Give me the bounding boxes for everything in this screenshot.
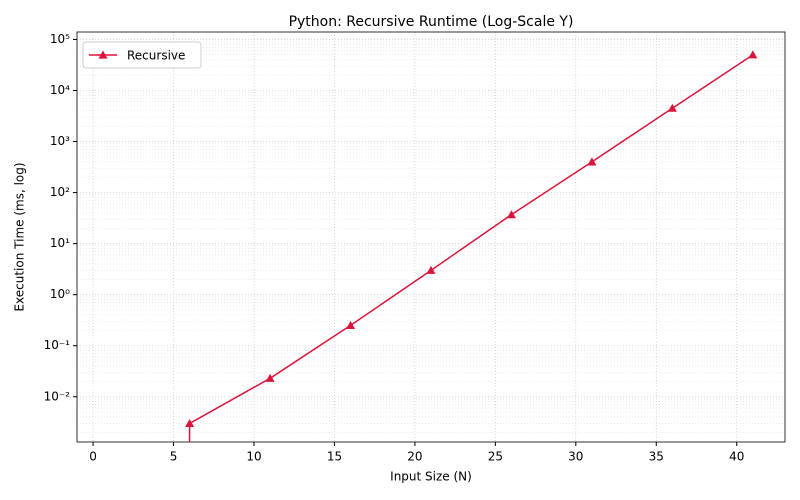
x-tick-label: 25 (488, 450, 503, 464)
y-tick-label: 10⁴ (50, 83, 70, 97)
y-tick-label: 10⁵ (50, 32, 70, 46)
y-tick-label: 10⁰ (50, 287, 70, 301)
x-tick-label: 0 (89, 450, 97, 464)
legend-box (82, 41, 202, 69)
legend-marker (98, 50, 108, 59)
y-tick-label: 10⁻² (44, 389, 71, 403)
plot-frame (76, 31, 786, 443)
marker (667, 103, 677, 112)
x-tick-label: 5 (170, 450, 178, 464)
y-tick-label: 10³ (50, 134, 70, 148)
chart-title: Python: Recursive Runtime (Log-Scale Y) (289, 14, 574, 30)
y-tick-label: 10² (50, 185, 70, 199)
marker (426, 265, 436, 274)
x-axis-label: Input Size (N) (390, 470, 472, 484)
x-tick-label: 10 (246, 450, 261, 464)
y-axis-label: Execution Time (ms, log) (13, 162, 27, 311)
series-line (188, 54, 754, 442)
x-tick-label: 20 (407, 450, 422, 464)
marker (506, 210, 516, 219)
y-tick-label: 10⁻¹ (44, 338, 71, 352)
x-tick-label: 35 (649, 450, 664, 464)
series (185, 50, 758, 442)
x-tick-label: 30 (568, 450, 583, 464)
x-tick-label: 40 (729, 450, 744, 464)
marker (748, 50, 758, 59)
marker (587, 157, 597, 166)
y-tick-label: 10¹ (50, 236, 70, 250)
legend-label: Recursive (127, 49, 185, 63)
marker (346, 320, 356, 330)
marker (185, 418, 195, 428)
x-tick-label: 15 (327, 450, 342, 464)
marker (265, 373, 275, 382)
